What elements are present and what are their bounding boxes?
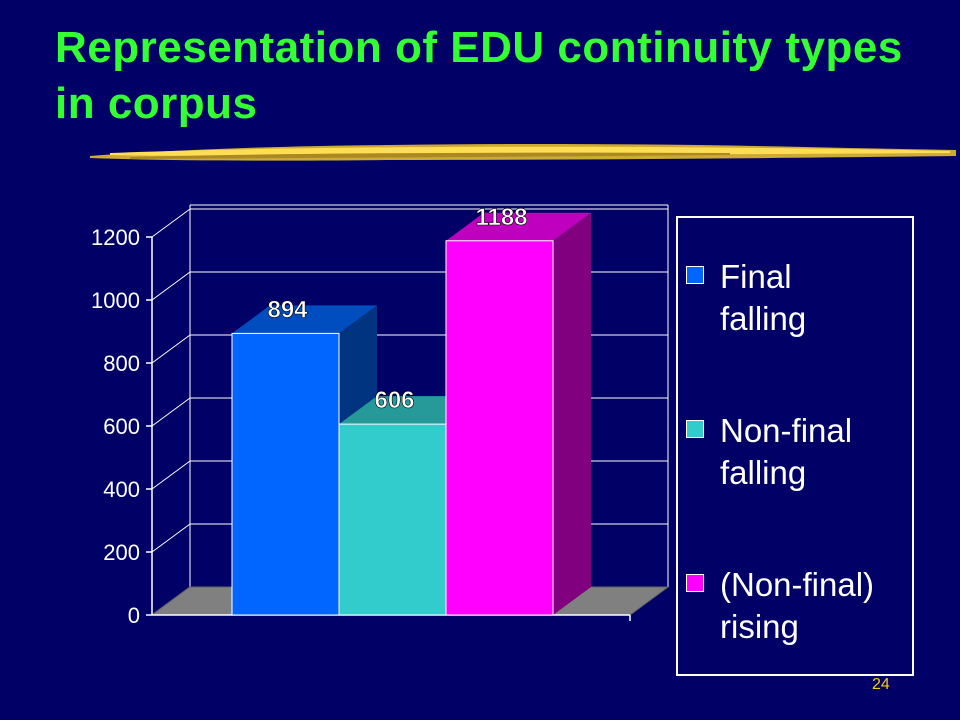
bar-non-final-rising: [445, 240, 554, 616]
y-tick-label: 1200: [91, 225, 140, 250]
legend-swatch-final-falling: [686, 266, 704, 284]
data-label-non-final-rising: 1188: [475, 204, 527, 231]
legend-swatch-non-final-falling: [686, 420, 704, 438]
bar-side-non-final-rising: [553, 212, 591, 615]
page-number: 24: [872, 676, 890, 693]
gridline-side: [151, 271, 191, 301]
y-tick-label: 400: [103, 477, 140, 502]
y-tick-label: 1000: [91, 288, 140, 313]
legend-swatch-non-final-rising: [686, 574, 704, 592]
title-underline-brush: [90, 144, 956, 161]
y-tick-label: 200: [103, 540, 140, 565]
data-label-final-falling: 894: [267, 296, 308, 323]
bar-non-final-falling: [338, 423, 447, 616]
y-tick-label: 800: [103, 351, 140, 376]
bar-final-falling: [231, 332, 340, 616]
legend-label-final-falling: Final falling: [720, 258, 807, 337]
gridline-side: [151, 460, 191, 490]
bar-top-non-final-rising: [446, 212, 591, 241]
chart-legend: Final falling Non-final falling (Non-fin…: [676, 216, 914, 676]
data-label-non-final-falling: 606: [374, 387, 414, 414]
y-tick-label: 600: [103, 414, 140, 439]
bar-top-final-falling: [232, 305, 377, 334]
gridline-side: [151, 523, 191, 553]
gridline-side: [151, 208, 191, 238]
slide-title: Representation of EDU continuity types i…: [55, 23, 903, 128]
legend-label-non-final-rising: (Non-final) rising: [720, 566, 875, 645]
legend-label-non-final-falling: Non-final falling: [720, 412, 853, 491]
gridline-side: [151, 397, 191, 427]
gridline-side: [151, 334, 191, 364]
y-tick-label: 0: [128, 603, 140, 628]
